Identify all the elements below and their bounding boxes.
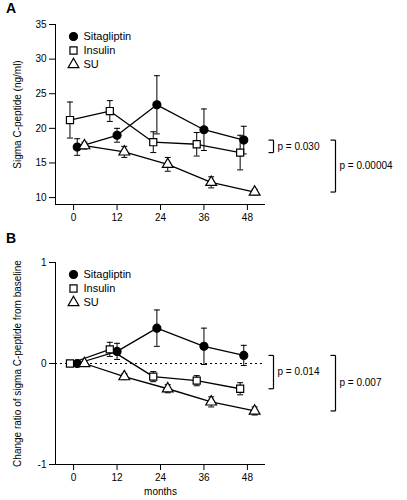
svg-text:p = 0.014: p = 0.014 (278, 366, 320, 377)
svg-text:months: months (144, 486, 177, 497)
svg-text:15: 15 (35, 157, 47, 168)
svg-text:Insulin: Insulin (84, 44, 116, 56)
svg-text:0: 0 (41, 358, 47, 369)
svg-text:0: 0 (71, 212, 77, 223)
svg-text:10: 10 (35, 192, 47, 203)
svg-text:12: 12 (111, 212, 123, 223)
svg-text:12: 12 (111, 472, 123, 483)
svg-text:p = 0.00004: p = 0.00004 (340, 160, 394, 171)
svg-text:25: 25 (35, 88, 47, 99)
svg-text:1: 1 (41, 257, 47, 268)
svg-text:SU: SU (84, 296, 99, 308)
svg-text:Sitagliptin: Sitagliptin (84, 30, 132, 42)
svg-text:24: 24 (155, 212, 167, 223)
svg-text:Change ratio of sigma C-peptid: Change ratio of sigma C-peptide from bas… (12, 260, 23, 467)
svg-text:20: 20 (35, 123, 47, 134)
svg-text:p = 0.007: p = 0.007 (340, 377, 382, 388)
svg-text:Sitagliptin: Sitagliptin (84, 268, 132, 280)
svg-text:Insulin: Insulin (84, 282, 116, 294)
svg-text:35: 35 (35, 19, 47, 30)
svg-text:36: 36 (198, 472, 210, 483)
svg-text:36: 36 (198, 212, 210, 223)
html-text:A: A (6, 0, 17, 16)
svg-text:48: 48 (242, 212, 254, 223)
svg-text:SU: SU (84, 58, 99, 70)
svg-text:30: 30 (35, 53, 47, 64)
svg-text:0: 0 (71, 472, 77, 483)
svg-text:Sigma C-peptide (ng/ml): Sigma C-peptide (ng/ml) (12, 60, 23, 168)
svg-text:48: 48 (242, 472, 254, 483)
svg-text:24: 24 (155, 472, 167, 483)
svg-text:p = 0.030: p = 0.030 (278, 141, 320, 152)
html-text:B: B (6, 230, 17, 246)
svg-text:-1: -1 (38, 459, 47, 470)
